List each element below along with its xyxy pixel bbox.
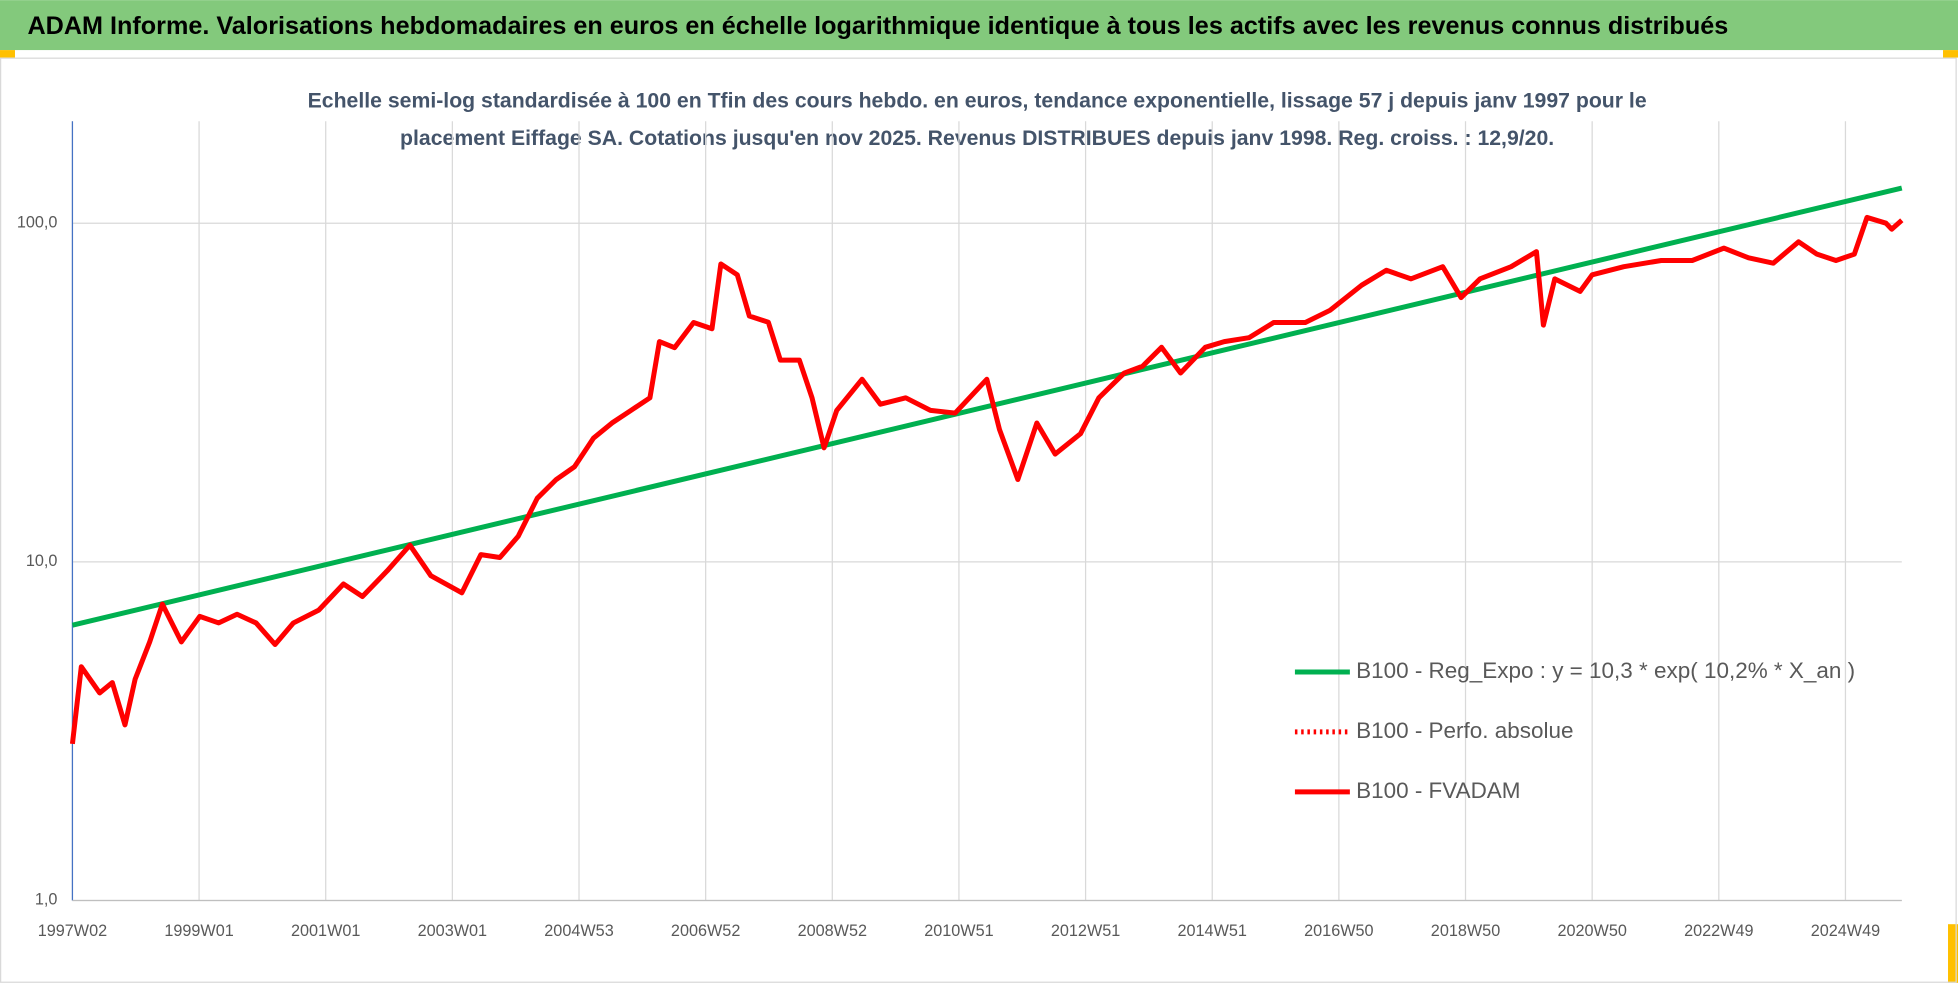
corner [1943, 50, 1958, 58]
x-tick-label: 2008W52 [798, 922, 867, 940]
header-bar [0, 0, 1958, 51]
chart-title: Echelle semi-log standardisée à 100 en T… [307, 88, 1647, 150]
legend-label: B100 - FVADAM [1356, 778, 1520, 803]
x-tick-label: 2004W53 [544, 922, 613, 940]
x-tick-label: 1999W01 [164, 922, 233, 940]
x-tick-label: 2020W50 [1557, 922, 1626, 940]
x-tick-label: 2014W51 [1178, 922, 1247, 940]
x-tick-label: 2010W51 [924, 922, 993, 940]
series-line [69, 214, 1904, 745]
corner [1948, 924, 1958, 983]
x-tick-label: 2016W50 [1304, 922, 1373, 940]
plot [69, 185, 1904, 745]
legend-label: B100 - Perfo. absolue [1356, 718, 1573, 743]
x-tick-label: 2006W52 [671, 922, 740, 940]
x-tick-label: 1997W02 [38, 922, 107, 940]
y-tick-label: 1,0 [35, 891, 58, 909]
series-line [71, 185, 1903, 628]
grid: 1,0 10,0 100,0 1997W02 1999W01 2001W01 2003W01… [17, 121, 1902, 940]
frame [0, 57, 1957, 983]
x-tick-label: 2003W01 [418, 922, 487, 940]
legend: B100 - Reg_Expo : y = 10,3 * exp( 10,2% … [1294, 658, 1855, 803]
corner [0, 50, 15, 58]
x-tick-label: 2012W51 [1051, 922, 1120, 940]
chart-title-box: Echelle semi-log standardisée à 100 en T… [307, 88, 1647, 150]
y-tick-label: 10,0 [26, 552, 58, 570]
x-tick-label: 2001W01 [291, 922, 360, 940]
y-tick-label: 100,0 [17, 213, 58, 231]
legend-label: B100 - Reg_Expo : y = 10,3 * exp( 10,2% … [1356, 658, 1855, 683]
x-tick-label: 2022W49 [1684, 922, 1753, 940]
x-tick-label: 2024W49 [1811, 922, 1880, 940]
header-title: ADAM Informe. Valorisations hebdomadaire… [27, 12, 1728, 40]
x-tick-label: 2018W50 [1431, 922, 1500, 940]
